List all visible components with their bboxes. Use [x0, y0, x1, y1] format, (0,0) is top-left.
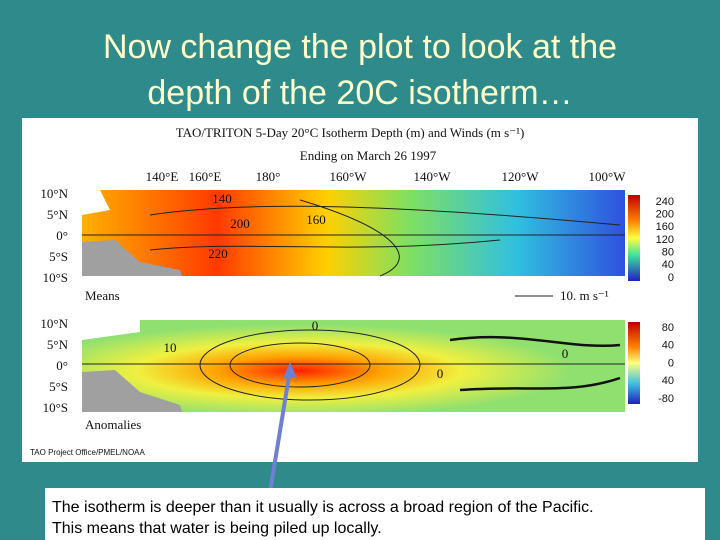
latitude-label: 5°S [49, 249, 68, 264]
figure: TAO/TRITON 5-Day 20°C Isotherm Depth (m)… [22, 118, 698, 462]
contour-label: 220 [208, 246, 228, 261]
contour [229, 342, 371, 388]
longitude-label: 100°W [589, 169, 627, 184]
latitude-label: 0° [56, 358, 68, 373]
land [82, 370, 182, 412]
contour-label: 0 [437, 366, 444, 381]
title-line: depth of the 20C isotherm… [147, 74, 572, 112]
contour [449, 335, 621, 392]
land [82, 240, 182, 276]
colorbar-label: -80 [658, 393, 674, 405]
figure-title: TAO/TRITON 5-Day 20°C Isotherm Depth (m)… [176, 125, 525, 140]
longitude-label: 180° [256, 169, 281, 184]
latitude-label: 5°N [47, 207, 69, 222]
colorbar-label: 120 [656, 234, 674, 246]
contour-label: 160 [306, 212, 326, 227]
latitude-label: 10°N [40, 186, 68, 201]
contour-label: 0 [562, 346, 569, 361]
land [82, 320, 140, 340]
latitude-label: 5°S [49, 379, 68, 394]
contour [199, 329, 421, 401]
longitude-label: 120°W [502, 169, 540, 184]
title-line: Now change the plot to look at the [103, 28, 617, 66]
caption-line: The isotherm is deeper than it usually i… [52, 499, 594, 516]
colorbar [628, 322, 640, 404]
contour-label: 0 [312, 318, 319, 333]
latitude-label: 10°S [43, 270, 68, 285]
colorbar-label: 80 [662, 247, 674, 259]
wind-scale: 10. m s⁻¹ [560, 288, 609, 303]
colorbar-label: 0 [668, 357, 674, 369]
colorbar [628, 195, 640, 281]
colorbar-label: 40 [662, 375, 674, 387]
colorbar-label: 40 [662, 259, 674, 271]
longitude-label: 160°W [330, 169, 368, 184]
contour-label: 140 [212, 191, 232, 206]
latitude-label: 5°N [47, 337, 69, 352]
colorbar-label: 240 [656, 196, 674, 208]
caption-line: This means that water is being piled up … [52, 520, 382, 537]
colorbar-label: 40 [662, 340, 674, 352]
land [82, 190, 110, 215]
anomalies-map [82, 320, 625, 412]
latitude-label: 10°S [43, 400, 68, 415]
latitude-label: 0° [56, 228, 68, 243]
credit: TAO Project Office/PMEL/NOAA [30, 448, 146, 457]
colorbar-label: 0 [668, 272, 674, 284]
colorbar-label: 80 [662, 322, 674, 334]
panel-label: Means [85, 288, 120, 303]
contour [149, 199, 621, 277]
means-map [82, 190, 625, 276]
colorbar-label: 200 [656, 209, 674, 221]
latitude-label: 10°N [40, 316, 68, 331]
pointer-arrow [268, 369, 292, 493]
contour-label: 200 [230, 216, 250, 231]
contour-label: 10 [164, 340, 177, 355]
longitude-label: 140°W [414, 169, 452, 184]
pointer-arrow-head [283, 362, 297, 378]
caption-box [45, 488, 705, 540]
longitude-label: 140°E [146, 169, 179, 184]
panel-label: Anomalies [85, 417, 141, 432]
longitude-label: 160°E [189, 169, 222, 184]
colorbar-label: 160 [656, 221, 674, 233]
figure-subtitle: Ending on March 26 1997 [300, 148, 437, 163]
